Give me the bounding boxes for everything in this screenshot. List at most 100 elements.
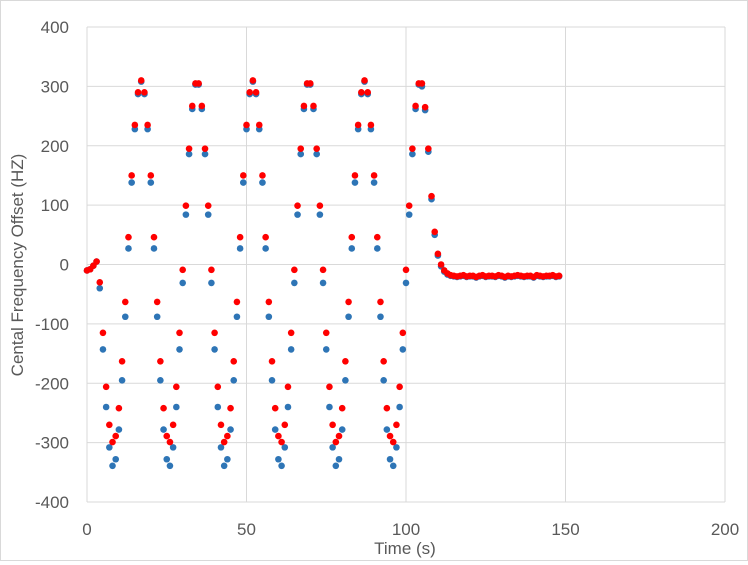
series-1-point <box>431 228 439 236</box>
series-1-point <box>96 279 104 286</box>
series-1-point <box>405 202 413 210</box>
series-0-point <box>287 346 295 353</box>
series-0-point <box>313 150 320 158</box>
series-0-point <box>102 403 110 411</box>
series-0-point <box>271 426 279 433</box>
series-0-point <box>211 346 218 353</box>
series-1-point <box>141 89 148 96</box>
series-0-point <box>169 444 177 451</box>
series-1-point <box>291 266 298 274</box>
series-1-point <box>386 432 394 440</box>
series-0-point <box>173 403 180 411</box>
y-axis-ticks: 400 300 200 100 0 -100 -200 -300 -400 <box>35 18 69 512</box>
series-0-point <box>121 313 129 321</box>
series-0-point <box>150 245 158 252</box>
series-0-point <box>99 346 107 353</box>
y-tick-label: -100 <box>35 315 69 334</box>
series-0-point <box>118 376 126 384</box>
series-1-point <box>169 421 177 429</box>
series-1-point <box>121 298 129 306</box>
series-0-point <box>96 284 104 292</box>
series-0-point <box>393 444 400 451</box>
series-1-point <box>109 438 116 446</box>
series-1-point <box>345 298 352 306</box>
series-1-point <box>342 357 349 365</box>
series-1-point <box>354 121 362 129</box>
series-1-point <box>265 298 273 306</box>
series-0-point <box>370 179 378 186</box>
series-1-point <box>389 438 397 446</box>
series-0-point <box>157 376 164 384</box>
series-0-point <box>326 403 333 411</box>
series-0-point <box>319 279 327 287</box>
y-tick-label: 200 <box>41 137 69 156</box>
series-1-point <box>380 357 387 365</box>
series-1-point <box>437 261 445 268</box>
series-0-point <box>265 313 273 321</box>
series-1-point <box>131 121 139 129</box>
series-1-point <box>230 357 238 365</box>
series-0-point <box>322 346 330 353</box>
series-1-point <box>287 329 295 337</box>
series-0-point <box>106 444 113 451</box>
series-1-point <box>233 298 241 306</box>
series-1-point <box>281 421 289 429</box>
series-1-point <box>348 233 356 241</box>
series-0-point <box>329 444 336 451</box>
series-1-point <box>358 89 365 96</box>
series-1-point <box>198 102 206 110</box>
series-1-point <box>147 172 155 179</box>
series-0-point <box>386 455 394 463</box>
series-1-point <box>418 80 426 87</box>
series-1-point <box>179 266 186 274</box>
series-1-point <box>150 233 158 241</box>
series-1-point <box>396 383 403 391</box>
series-1-point <box>201 145 209 153</box>
series-0-point <box>125 245 132 252</box>
series-1-point <box>163 432 171 440</box>
series-0-point <box>335 455 343 463</box>
series-0-point <box>233 313 241 321</box>
series-0-point <box>281 444 289 451</box>
y-tick-label: 0 <box>60 256 69 275</box>
series-1-point <box>204 202 212 210</box>
series-1-point <box>134 89 142 96</box>
series-0-point <box>294 211 301 218</box>
series-1-point <box>195 80 202 87</box>
series-1-point <box>102 383 110 391</box>
series-1-point <box>106 421 113 429</box>
series-1-point <box>421 103 429 111</box>
x-tick-label: 200 <box>711 520 739 539</box>
series-1-point <box>313 145 320 153</box>
series-1-point <box>383 404 391 412</box>
series-0-point <box>262 245 269 252</box>
series-1-point <box>319 266 327 274</box>
series-0-point <box>383 426 391 433</box>
series-0-point <box>166 462 174 470</box>
series-1-point <box>160 404 167 412</box>
data-points <box>83 77 563 470</box>
series-1-point <box>329 421 336 429</box>
series-0-point <box>405 211 413 218</box>
series-1-point <box>188 102 196 110</box>
series-0-point <box>278 462 285 470</box>
series-1-point <box>182 202 190 210</box>
series-0-point <box>259 179 266 186</box>
series-1-point <box>220 438 228 446</box>
series-1-point <box>255 121 263 129</box>
series-0-point <box>182 211 190 218</box>
x-axis-ticks: 0 50 100 150 200 <box>82 520 739 539</box>
x-tick-label: 100 <box>392 520 420 539</box>
x-tick-label: 50 <box>237 520 256 539</box>
series-1-point <box>217 421 225 429</box>
series-1-point <box>252 89 260 96</box>
series-0-point <box>373 245 381 252</box>
series-1-point <box>322 329 330 337</box>
series-0-point <box>220 462 228 470</box>
series-0-point <box>316 211 324 218</box>
series-1-point <box>271 404 279 412</box>
series-0-point <box>345 313 352 321</box>
series-1-point <box>425 145 432 153</box>
y-tick-label: 300 <box>41 77 69 96</box>
series-1-point <box>166 438 174 446</box>
